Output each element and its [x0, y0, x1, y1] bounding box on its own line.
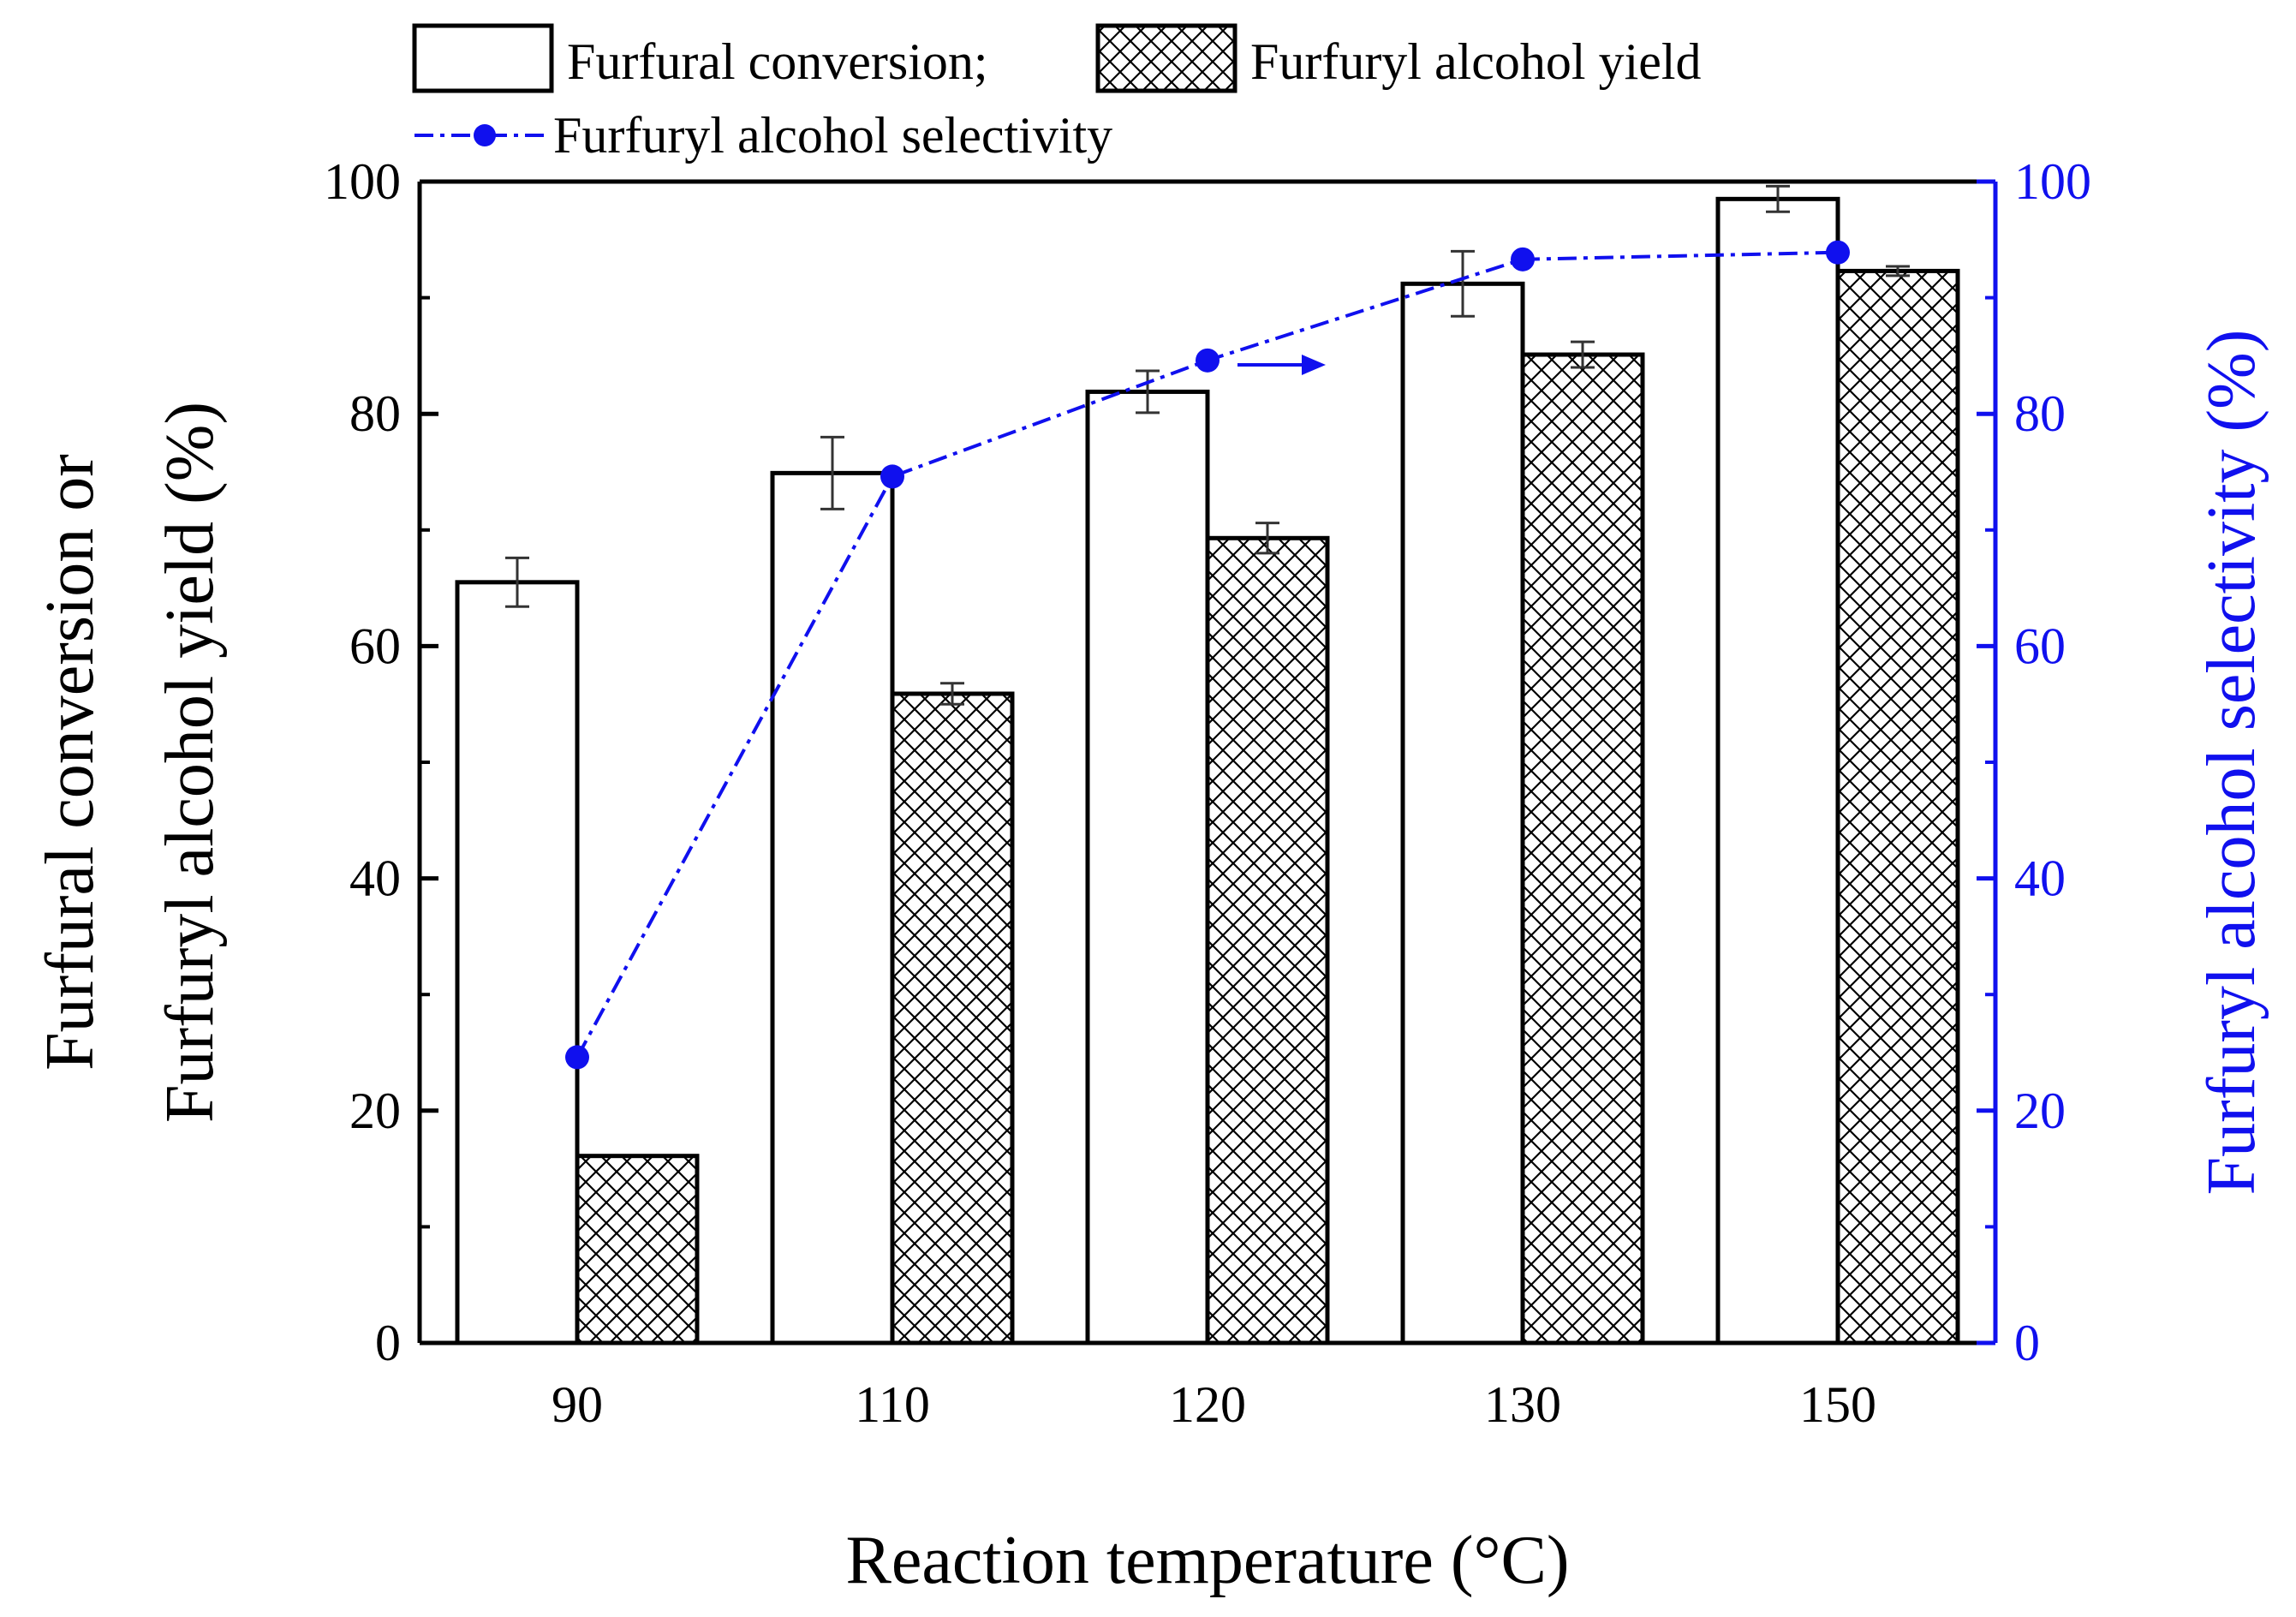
legend-label-selectivity: Furfuryl alcohol selectivity [553, 107, 1112, 164]
error-bar-yield [940, 682, 964, 706]
bar-conversion [1085, 389, 1210, 1346]
error-bar-conversion [1766, 184, 1790, 213]
error-bars [505, 184, 1910, 706]
y-tick-label: 40 [349, 850, 401, 907]
bar-conversion [1715, 196, 1840, 1346]
bar-yield [1205, 535, 1330, 1346]
y2-tick-label: 40 [2014, 850, 2066, 907]
bar-yield [1835, 268, 1960, 1346]
bar-conversion [770, 470, 895, 1346]
y2-axis-title: Furfuryl alcohol selectivity (%) [2194, 330, 2269, 1196]
annotation-arrow-icon [1237, 355, 1326, 375]
x-tick-label: 110 [855, 1376, 930, 1433]
y2-tick-label: 20 [2014, 1083, 2066, 1139]
error-bar-conversion [1451, 249, 1475, 318]
y-axis-title-line1: Furfural conversion or [33, 454, 108, 1071]
selectivity-point [565, 1045, 589, 1070]
bar-yield [890, 691, 1015, 1346]
y2-axis-ticks: 0 20 40 60 80 100 [1977, 153, 2091, 1371]
error-bar-yield [1255, 522, 1279, 555]
y-axis-title-line2: Furfuryl alcohol yield (%) [152, 402, 228, 1123]
legend-marker-selectivity [474, 124, 496, 146]
x-tick-label: 90 [552, 1376, 603, 1433]
y-axis-ticks: 0 20 40 60 80 100 [324, 153, 438, 1371]
x-tick-label: 150 [1799, 1376, 1876, 1433]
x-tick-label: 120 [1169, 1376, 1246, 1433]
selectivity-series [565, 240, 1850, 1070]
bar-yield [575, 1154, 700, 1346]
selectivity-point [1826, 240, 1850, 265]
y-tick-label: 100 [324, 153, 401, 210]
selectivity-point [1196, 348, 1220, 373]
error-bar-conversion [820, 435, 844, 510]
error-bar-yield [1886, 265, 1910, 277]
selectivity-point [880, 464, 904, 489]
error-bar-conversion [1136, 369, 1160, 415]
legend-swatch-yield [1095, 23, 1237, 93]
bar-yield [1520, 352, 1645, 1346]
selectivity-point [1511, 247, 1535, 271]
error-bar-yield [1571, 340, 1595, 369]
bars [455, 196, 1960, 1346]
y2-tick-label: 100 [2014, 153, 2091, 210]
bar-conversion [455, 580, 580, 1346]
x-axis-title: Reaction temperature (°C) [846, 1523, 1570, 1598]
error-bar-conversion [505, 556, 529, 608]
legend-label-yield: Furfuryl alcohol yield [1250, 33, 1702, 90]
y-tick-label: 20 [349, 1083, 401, 1139]
y-tick-label: 0 [375, 1315, 401, 1371]
legend: Furfural conversion; Furfuryl alcohol yi… [412, 23, 1702, 164]
y-tick-label: 60 [349, 618, 401, 674]
legend-label-conversion: Furfural conversion; [567, 33, 988, 90]
bar-conversion [1400, 281, 1525, 1346]
y2-tick-label: 0 [2014, 1315, 2040, 1371]
y2-tick-label: 80 [2014, 385, 2066, 442]
x-tick-label: 130 [1484, 1376, 1561, 1433]
legend-swatch-conversion [412, 23, 554, 93]
y-tick-label: 80 [349, 385, 401, 442]
y2-tick-label: 60 [2014, 618, 2066, 674]
